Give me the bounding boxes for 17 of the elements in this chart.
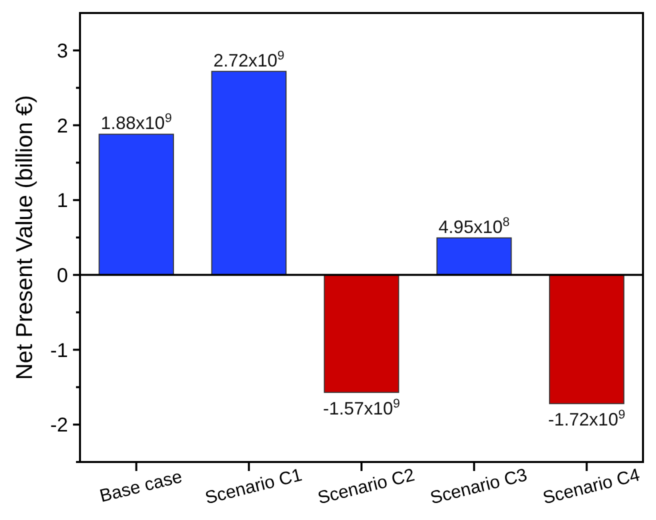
x-tick-label: Scenario C4 — [540, 464, 642, 508]
y-tick-label: 3 — [56, 40, 68, 62]
x-tick-label: Scenario C2 — [316, 464, 417, 508]
y-tick-label: -2 — [50, 414, 68, 437]
annotation: 4.95x10$^{8}$ — [438, 214, 510, 237]
x-tick-label: Scenario C1 — [202, 464, 304, 508]
y-tick-label: 1 — [56, 190, 68, 212]
annotation: 1.88x10$^{9}$ — [100, 111, 172, 134]
y-tick-label: 2 — [56, 115, 68, 138]
annotation: 2.72x10$^{9}$ — [213, 48, 284, 70]
annotation: -1.72x10$^{9}$ — [548, 408, 626, 430]
x-tick-label: Scenario C3 — [428, 464, 530, 508]
y-tick-label: -1 — [50, 340, 68, 362]
y-tick-label: 0 — [56, 264, 68, 287]
annotation: -1.57x10$^{9}$ — [322, 396, 400, 418]
y-axis-title: Net Present Value (billion €) — [11, 95, 37, 380]
x-tick-label: Base case — [98, 466, 184, 506]
